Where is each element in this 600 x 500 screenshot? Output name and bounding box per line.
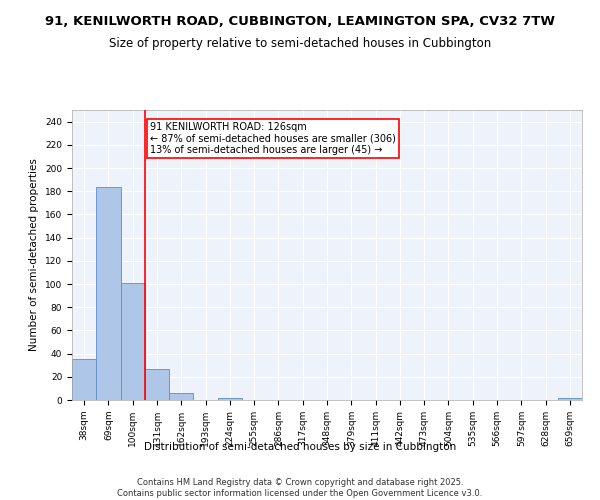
Bar	[218, 398, 242, 400]
Bar	[558, 398, 582, 400]
Bar	[169, 393, 193, 400]
Text: Size of property relative to semi-detached houses in Cubbington: Size of property relative to semi-detach…	[109, 38, 491, 51]
Text: Contains HM Land Registry data © Crown copyright and database right 2025.
Contai: Contains HM Land Registry data © Crown c…	[118, 478, 482, 498]
Text: 91 KENILWORTH ROAD: 126sqm
← 87% of semi-detached houses are smaller (306)
13% o: 91 KENILWORTH ROAD: 126sqm ← 87% of semi…	[150, 122, 395, 155]
Bar	[96, 186, 121, 400]
Text: 91, KENILWORTH ROAD, CUBBINGTON, LEAMINGTON SPA, CV32 7TW: 91, KENILWORTH ROAD, CUBBINGTON, LEAMING…	[45, 15, 555, 28]
Y-axis label: Number of semi-detached properties: Number of semi-detached properties	[29, 158, 40, 352]
Bar	[121, 283, 145, 400]
Bar	[72, 360, 96, 400]
Text: Distribution of semi-detached houses by size in Cubbington: Distribution of semi-detached houses by …	[144, 442, 456, 452]
Bar	[145, 368, 169, 400]
